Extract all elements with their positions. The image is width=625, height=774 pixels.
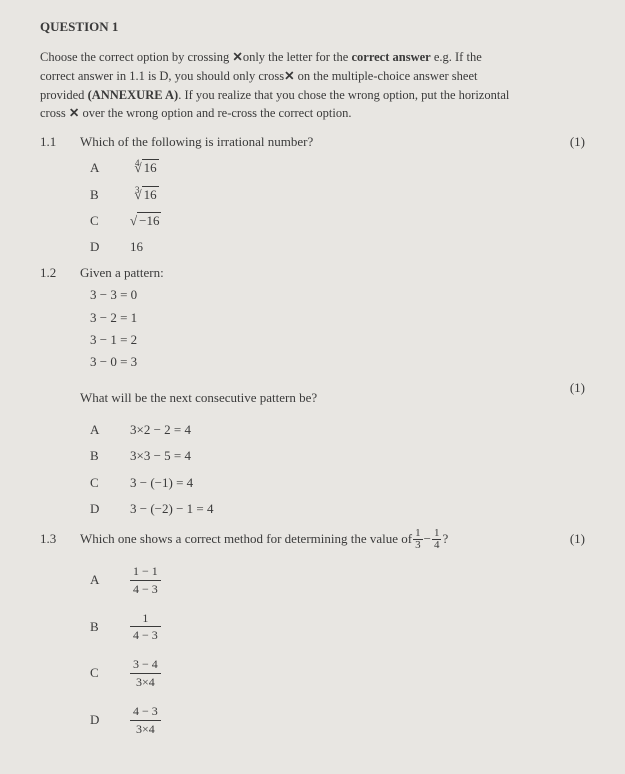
option-content: 4 − 33×4	[130, 703, 585, 738]
question-text: Which one shows a correct method for det…	[80, 528, 555, 551]
question-text: Given a pattern:	[80, 264, 585, 282]
option-d: D 4 − 33×4	[80, 703, 585, 738]
option-content: 3 − (−1) = 4	[130, 474, 585, 492]
root-index: 3	[135, 185, 140, 195]
option-a: A 3×2 − 2 = 4	[80, 421, 585, 439]
option-c: C 3 − (−1) = 4	[80, 474, 585, 492]
question-mark: (1)	[555, 379, 585, 413]
root-value: 16	[142, 186, 159, 202]
instr-text: only the letter for the	[243, 50, 352, 64]
question-number: 1.2	[40, 264, 80, 282]
option-b: B 3×3 − 5 = 4	[80, 447, 585, 465]
instr-text: e.g. If the	[431, 50, 482, 64]
instr-text: provided	[40, 88, 88, 102]
fraction: 3 − 43×4	[130, 656, 161, 691]
option-label: C	[80, 212, 130, 230]
option-content: √−16	[130, 212, 585, 230]
option-content: 3 − (−2) − 1 = 4	[130, 500, 585, 518]
denominator: 3×4	[130, 721, 161, 738]
option-c: C √−16	[80, 212, 585, 230]
option-label: A	[80, 421, 130, 439]
spacer	[40, 379, 80, 413]
fraction: 4 − 33×4	[130, 703, 161, 738]
question-1-3: 1.3 Which one shows a correct method for…	[40, 528, 585, 551]
denominator: 3	[413, 540, 423, 551]
cross-icon: ✕	[232, 48, 242, 67]
instr-text: . If you realize that you chose the wron…	[178, 88, 509, 102]
option-label: D	[80, 711, 130, 729]
question-header: QUESTION 1	[40, 18, 585, 36]
minus-sign: −	[424, 530, 431, 548]
instructions-block: Choose the correct option by crossing ✕o…	[40, 48, 585, 123]
fraction: 1 − 14 − 3	[130, 563, 161, 598]
option-label: B	[80, 447, 130, 465]
pattern-line: 3 − 2 = 1	[80, 309, 585, 327]
question-1-2-sub: What will be the next consecutive patter…	[40, 379, 585, 413]
option-content: 3×3 − 5 = 4	[130, 447, 585, 465]
option-content: 14 − 3	[130, 610, 585, 645]
numerator: 1	[130, 610, 161, 628]
question-mark: (1)	[555, 133, 585, 151]
question-1-1: 1.1 Which of the following is irrational…	[40, 133, 585, 151]
fraction: 14 − 3	[130, 610, 161, 645]
question-number: 1.1	[40, 133, 80, 151]
q13-text-part2: ?	[442, 530, 448, 548]
root-index: 4	[135, 158, 140, 168]
instr-text: correct answer in 1.1 is D, you should o…	[40, 69, 284, 83]
instr-text: on the multiple-choice answer sheet	[295, 69, 478, 83]
question-1-2: 1.2 Given a pattern:	[40, 264, 585, 282]
numerator: 4 − 3	[130, 703, 161, 721]
pattern-line: 3 − 0 = 3	[80, 353, 585, 371]
denominator: 4	[432, 540, 442, 551]
option-content: 3 − 43×4	[130, 656, 585, 691]
root-value: −16	[137, 212, 161, 228]
option-a: A 1 − 14 − 3	[80, 563, 585, 598]
option-label: C	[80, 474, 130, 492]
option-content: 3√16	[130, 186, 585, 204]
option-content: 16	[130, 238, 585, 256]
question-mark: (1)	[555, 530, 585, 548]
option-content: 1 − 14 − 3	[130, 563, 585, 598]
instr-text: Choose the correct option by crossing	[40, 50, 232, 64]
numerator: 3 − 4	[130, 656, 161, 674]
instr-bold: (ANNEXURE A)	[88, 88, 179, 102]
q13-text-part1: Which one shows a correct method for det…	[80, 530, 412, 548]
option-label: A	[80, 159, 130, 177]
numerator: 1 − 1	[130, 563, 161, 581]
denominator: 4 − 3	[130, 581, 161, 598]
question-number: 1.3	[40, 530, 80, 548]
cross-strikethrough-icon: ✕	[284, 67, 294, 86]
fraction: 14	[432, 528, 442, 551]
option-label: D	[80, 500, 130, 518]
option-a: A 4√16	[80, 159, 585, 177]
cross-double-icon: ✕	[69, 104, 79, 123]
instr-text: cross	[40, 106, 69, 120]
option-label: A	[80, 571, 130, 589]
pattern-line: 3 − 3 = 0	[80, 286, 585, 304]
option-b: B 3√16	[80, 186, 585, 204]
option-label: C	[80, 664, 130, 682]
option-label: B	[80, 618, 130, 636]
question-subtext: What will be the next consecutive patter…	[80, 389, 555, 407]
instr-bold: correct answer	[351, 50, 430, 64]
denominator: 4 − 3	[130, 627, 161, 644]
option-c: C 3 − 43×4	[80, 656, 585, 691]
root-value: 16	[142, 159, 159, 175]
question-text: Which of the following is irrational num…	[80, 133, 555, 151]
pattern-line: 3 − 1 = 2	[80, 331, 585, 349]
denominator: 3×4	[130, 674, 161, 691]
option-content: 3×2 − 2 = 4	[130, 421, 585, 439]
option-d: D 3 − (−2) − 1 = 4	[80, 500, 585, 518]
option-b: B 14 − 3	[80, 610, 585, 645]
option-content: 4√16	[130, 159, 585, 177]
instr-text: over the wrong option and re-cross the c…	[79, 106, 351, 120]
fraction: 13	[413, 528, 423, 551]
option-label: B	[80, 186, 130, 204]
option-d: D 16	[80, 238, 585, 256]
option-label: D	[80, 238, 130, 256]
